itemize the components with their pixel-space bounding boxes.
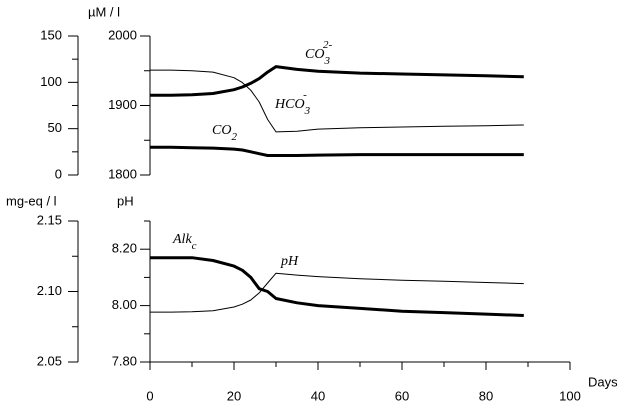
x-tick-label: 40: [311, 388, 325, 403]
y-tick-label: 2.05: [37, 353, 62, 368]
series-label: HCO3 -: [274, 89, 311, 117]
x-tick-label: 100: [559, 388, 581, 403]
series-line: [150, 65, 524, 97]
series-line: [150, 272, 524, 313]
y-tick-label: 50: [48, 120, 62, 135]
label-sub: 3: [323, 55, 330, 67]
y-tick-label: 0: [55, 166, 62, 181]
series-line: [150, 69, 524, 133]
label-base: CO: [305, 47, 324, 62]
label-sup: 2-: [323, 39, 333, 51]
y-axis-title: µM / l: [88, 4, 120, 19]
label-sub: 2: [231, 131, 237, 143]
series-label: pH: [280, 254, 299, 269]
y2-tick-label: 2000: [108, 27, 137, 42]
label-sub: 3: [304, 105, 311, 117]
series-line: [150, 145, 524, 157]
y-tick-label: 150: [40, 27, 62, 42]
label-base: pH: [280, 254, 299, 269]
x-axis-title: Days: [588, 374, 618, 389]
series-label: CO2: [212, 123, 237, 142]
y-tick-label: 2.10: [37, 283, 62, 298]
label-base: Alk: [172, 232, 192, 247]
x-tick-label: 60: [395, 388, 409, 403]
label-base: CO: [212, 123, 231, 138]
y-axis-title: mg-eq / l: [6, 193, 57, 208]
label-sup: -: [303, 89, 307, 101]
y2-tick-label: 1800: [108, 166, 137, 181]
y2-axis-title: pH: [117, 193, 134, 208]
x-tick-label: 20: [227, 388, 241, 403]
x-tick-label: 80: [479, 388, 493, 403]
y2-tick-label: 1900: [108, 97, 137, 112]
y-tick-label: 100: [40, 74, 62, 89]
series-line: [150, 256, 524, 317]
label-base: HCO: [274, 97, 305, 112]
label-sub: c: [192, 240, 197, 252]
x-tick-label: 0: [146, 388, 153, 403]
y-tick-label: 2.15: [37, 212, 62, 227]
y2-tick-label: 8.00: [112, 297, 137, 312]
y2-tick-label: 8.20: [112, 241, 137, 256]
series-label: CO3 2-: [305, 39, 332, 67]
series-label: Alkc: [172, 232, 197, 251]
y2-tick-label: 7.80: [112, 353, 137, 368]
